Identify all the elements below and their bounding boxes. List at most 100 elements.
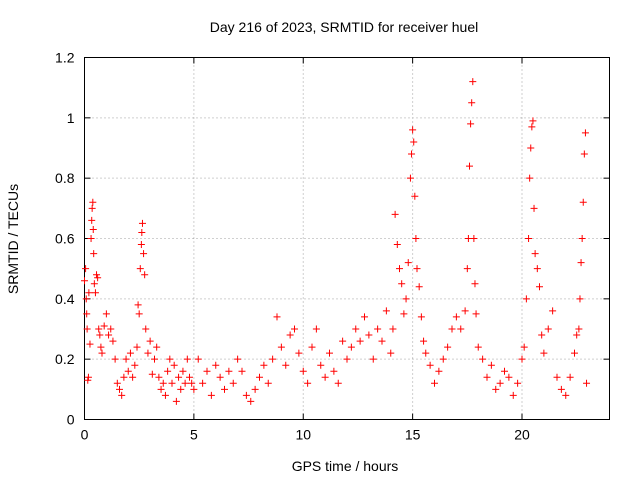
data-point bbox=[435, 367, 443, 375]
data-point bbox=[530, 204, 538, 212]
data-point bbox=[571, 349, 578, 357]
data-point bbox=[412, 235, 420, 242]
data-point bbox=[578, 235, 586, 242]
data-point bbox=[82, 295, 90, 303]
data-point bbox=[343, 355, 351, 363]
data-point bbox=[426, 361, 434, 369]
chart-title: Day 216 of 2023, SRMTID for receiver hue… bbox=[210, 19, 478, 35]
y-tick-label: 0.2 bbox=[55, 351, 75, 367]
y-tick-label: 0.6 bbox=[55, 231, 75, 247]
data-point bbox=[479, 355, 487, 363]
data-point bbox=[89, 198, 97, 206]
data-point bbox=[330, 367, 338, 375]
data-point bbox=[317, 361, 325, 369]
data-point bbox=[577, 259, 585, 267]
data-point bbox=[410, 138, 418, 146]
data-point bbox=[528, 123, 536, 131]
data-point bbox=[179, 367, 187, 375]
data-point bbox=[472, 310, 480, 318]
y-axis-label: SRMTID / TECUs bbox=[5, 184, 21, 294]
data-point bbox=[122, 355, 130, 363]
data-point bbox=[509, 391, 517, 399]
data-point bbox=[83, 310, 91, 318]
data-point bbox=[90, 250, 98, 258]
data-point bbox=[116, 385, 123, 393]
data-point bbox=[124, 367, 132, 375]
data-point bbox=[581, 129, 589, 137]
data-point bbox=[126, 349, 134, 357]
x-tick-label: 20 bbox=[514, 427, 530, 443]
data-point bbox=[105, 331, 113, 339]
data-point bbox=[129, 373, 137, 381]
data-point bbox=[98, 349, 106, 357]
data-point bbox=[470, 235, 478, 242]
data-point bbox=[520, 343, 528, 351]
data-point bbox=[468, 99, 476, 107]
data-point bbox=[87, 235, 95, 242]
data-point bbox=[466, 162, 473, 170]
data-point bbox=[527, 144, 535, 152]
data-point bbox=[146, 337, 154, 345]
data-point bbox=[549, 307, 557, 315]
x-tick-label: 0 bbox=[81, 427, 89, 443]
data-point bbox=[159, 379, 167, 387]
data-point bbox=[291, 325, 298, 333]
data-point bbox=[409, 126, 417, 134]
data-point bbox=[94, 274, 102, 282]
x-tick-labels: 0 5 10 15 20 bbox=[81, 427, 530, 443]
y-tick-labels: 0 0.2 0.4 0.6 0.8 1 1.2 bbox=[55, 50, 75, 428]
data-point bbox=[151, 355, 158, 363]
data-points bbox=[81, 78, 591, 405]
data-point bbox=[518, 355, 526, 363]
data-point bbox=[183, 355, 191, 363]
data-point bbox=[133, 343, 141, 351]
y-tick-label: 0 bbox=[67, 412, 75, 428]
data-point bbox=[264, 379, 272, 387]
data-point bbox=[452, 313, 460, 321]
data-point bbox=[356, 337, 364, 345]
data-point bbox=[109, 337, 117, 345]
data-point bbox=[474, 343, 482, 351]
data-point bbox=[138, 219, 146, 227]
data-point bbox=[562, 391, 570, 399]
data-point bbox=[471, 280, 479, 288]
data-point bbox=[391, 210, 399, 218]
data-point bbox=[538, 331, 546, 339]
data-point bbox=[420, 337, 428, 345]
data-point bbox=[387, 349, 395, 357]
data-point bbox=[90, 280, 98, 288]
data-point bbox=[505, 373, 513, 381]
data-point bbox=[190, 385, 198, 393]
data-point bbox=[467, 120, 475, 128]
data-point bbox=[161, 391, 169, 399]
data-point bbox=[199, 379, 207, 387]
data-point bbox=[148, 370, 156, 378]
axis-ticks bbox=[84, 57, 610, 420]
data-point bbox=[295, 349, 303, 357]
x-tick-label: 10 bbox=[295, 427, 311, 443]
data-point bbox=[299, 367, 307, 375]
data-point bbox=[408, 150, 416, 158]
data-point bbox=[140, 250, 148, 258]
data-point bbox=[326, 349, 333, 357]
data-point bbox=[411, 192, 419, 200]
data-point bbox=[463, 265, 471, 273]
data-point bbox=[526, 174, 534, 182]
data-point bbox=[415, 283, 423, 291]
data-point bbox=[85, 289, 93, 297]
data-point bbox=[164, 367, 172, 375]
data-point bbox=[212, 361, 220, 369]
data-point bbox=[88, 216, 96, 224]
y-tick-label: 0.4 bbox=[55, 291, 75, 307]
data-point bbox=[113, 379, 121, 387]
data-point bbox=[413, 265, 421, 273]
data-point bbox=[260, 361, 268, 369]
data-point bbox=[583, 379, 591, 387]
data-point bbox=[134, 301, 142, 309]
data-point bbox=[88, 204, 96, 212]
data-point bbox=[352, 325, 360, 333]
data-point bbox=[557, 385, 565, 393]
data-point bbox=[157, 385, 165, 393]
data-point bbox=[251, 385, 259, 393]
